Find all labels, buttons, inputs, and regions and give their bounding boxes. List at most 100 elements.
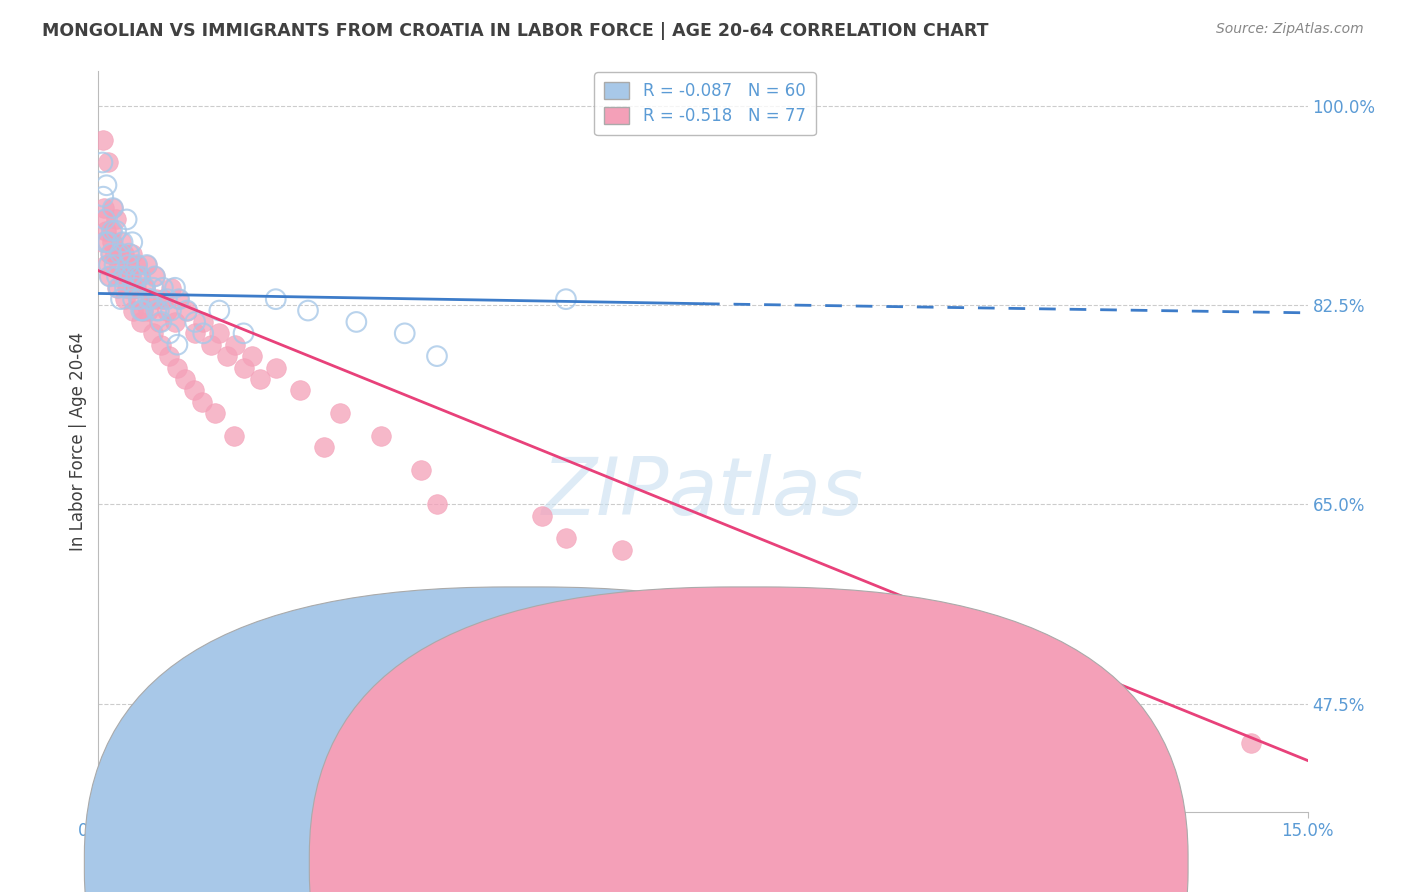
Point bbox=[204, 406, 226, 420]
Point bbox=[129, 269, 152, 284]
Point bbox=[139, 292, 162, 306]
Point bbox=[193, 326, 215, 341]
Point bbox=[118, 246, 141, 260]
Point bbox=[426, 349, 449, 363]
Point bbox=[184, 326, 207, 341]
Point bbox=[176, 303, 198, 318]
Point bbox=[96, 258, 118, 272]
Point bbox=[101, 224, 124, 238]
Point bbox=[148, 303, 170, 318]
Point bbox=[129, 269, 152, 284]
Point bbox=[129, 315, 152, 329]
Point bbox=[105, 281, 128, 295]
Point bbox=[138, 303, 160, 318]
Point bbox=[115, 281, 138, 295]
Point bbox=[124, 281, 146, 295]
Point bbox=[163, 281, 186, 295]
Text: Immigrants from Croatia: Immigrants from Croatia bbox=[773, 855, 977, 872]
Point bbox=[148, 315, 170, 329]
Point bbox=[105, 224, 128, 238]
Point bbox=[94, 212, 117, 227]
Point bbox=[96, 178, 118, 193]
Point bbox=[174, 372, 197, 386]
Point bbox=[184, 315, 207, 329]
Point bbox=[249, 372, 271, 386]
Point bbox=[232, 326, 254, 341]
Point bbox=[135, 258, 157, 272]
Point bbox=[224, 337, 246, 351]
Point bbox=[190, 394, 212, 409]
Point bbox=[150, 315, 173, 329]
Point bbox=[555, 532, 578, 546]
Point bbox=[105, 269, 128, 284]
Point bbox=[143, 269, 166, 284]
Point bbox=[135, 258, 157, 272]
Point bbox=[134, 281, 156, 295]
Point bbox=[100, 246, 122, 260]
Point bbox=[166, 360, 188, 375]
Point bbox=[156, 303, 179, 318]
Point bbox=[111, 235, 134, 250]
Point bbox=[142, 281, 165, 295]
Point bbox=[107, 281, 129, 295]
Point bbox=[200, 337, 222, 351]
Point bbox=[156, 292, 179, 306]
Point bbox=[103, 246, 125, 260]
Point bbox=[91, 133, 114, 147]
Point bbox=[163, 315, 186, 329]
Point bbox=[264, 360, 287, 375]
Point bbox=[612, 542, 634, 557]
Point bbox=[117, 258, 139, 272]
Point bbox=[208, 303, 231, 318]
Point bbox=[122, 292, 145, 306]
Point bbox=[97, 258, 120, 272]
Point bbox=[208, 326, 231, 341]
Point bbox=[110, 235, 132, 250]
Point bbox=[264, 292, 287, 306]
Point bbox=[114, 281, 136, 295]
Point bbox=[122, 303, 145, 318]
Point bbox=[152, 292, 174, 306]
Point bbox=[112, 246, 135, 260]
Point bbox=[97, 269, 120, 284]
Point bbox=[288, 384, 311, 398]
Point bbox=[93, 201, 115, 215]
Point bbox=[125, 269, 148, 284]
Point bbox=[329, 406, 352, 420]
Point bbox=[97, 235, 120, 250]
Point bbox=[110, 292, 132, 306]
Point bbox=[121, 235, 143, 250]
Point bbox=[160, 303, 183, 318]
Point bbox=[91, 189, 114, 203]
Point bbox=[232, 360, 254, 375]
Point bbox=[166, 337, 188, 351]
Point bbox=[94, 212, 117, 227]
Point bbox=[120, 269, 142, 284]
Point bbox=[125, 281, 148, 295]
Point bbox=[370, 429, 392, 443]
Point bbox=[139, 292, 162, 306]
Point bbox=[97, 155, 120, 169]
Point bbox=[426, 497, 449, 511]
Point bbox=[108, 246, 131, 260]
Point bbox=[160, 281, 183, 295]
Point bbox=[240, 349, 263, 363]
Point bbox=[555, 292, 578, 306]
Point bbox=[183, 384, 205, 398]
Point bbox=[129, 303, 152, 318]
Point bbox=[101, 201, 124, 215]
Point bbox=[176, 303, 198, 318]
Point bbox=[94, 224, 117, 238]
Point bbox=[127, 258, 149, 272]
Point bbox=[107, 258, 129, 272]
Point bbox=[90, 235, 112, 250]
Point bbox=[112, 269, 135, 284]
Point bbox=[124, 281, 146, 295]
Point bbox=[101, 201, 124, 215]
Point bbox=[118, 258, 141, 272]
Point bbox=[828, 599, 851, 614]
Point bbox=[117, 269, 139, 284]
Point bbox=[145, 303, 167, 318]
Point bbox=[101, 235, 124, 250]
Point bbox=[145, 292, 167, 306]
